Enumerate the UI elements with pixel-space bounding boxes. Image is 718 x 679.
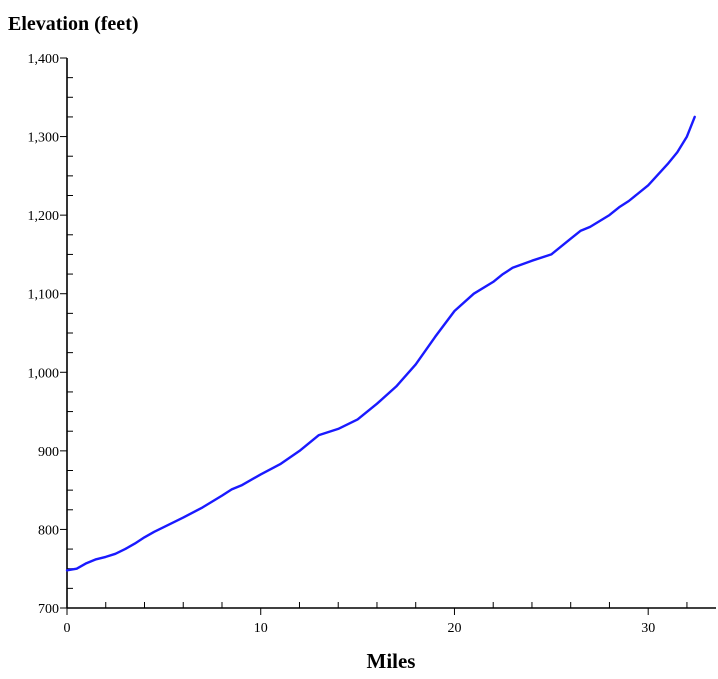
y-tick-label: 1,100 xyxy=(28,288,60,303)
y-tick-label: 1,200 xyxy=(28,209,60,224)
elevation-series-line xyxy=(65,115,696,572)
axis-ticks: 700 800 900 1,000 1,100 1,200 1,300 1,400 0 10 20 3… xyxy=(28,52,688,636)
y-tick-label: 800 xyxy=(38,523,59,538)
x-tick-label: 20 xyxy=(447,621,461,636)
y-tick-label: 700 xyxy=(38,602,59,617)
x-axis-title: Miles xyxy=(367,649,416,673)
x-tick-label: 0 xyxy=(64,621,71,636)
y-tick-label: 1,400 xyxy=(28,52,60,67)
y-tick-label: 1,300 xyxy=(28,131,60,146)
series-group xyxy=(65,115,696,572)
plot-area: 700 800 900 1,000 1,100 1,200 1,300 1,400 0 10 20 3… xyxy=(28,52,716,636)
y-axis-title: Elevation (feet) xyxy=(8,13,139,35)
y-tick-label: 1,000 xyxy=(28,366,60,381)
y-tick-label: 900 xyxy=(38,445,59,460)
x-tick-label: 30 xyxy=(641,621,655,636)
x-tick-label: 10 xyxy=(254,621,268,636)
